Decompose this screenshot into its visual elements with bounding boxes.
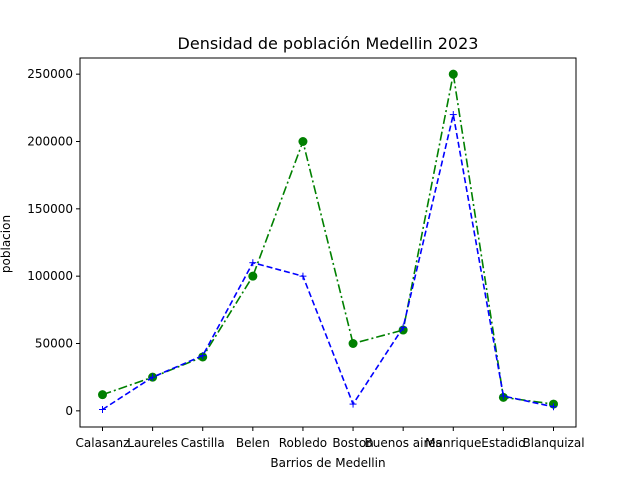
data-point-blue	[99, 405, 106, 413]
x-axis-label: Barrios de Medellin	[270, 456, 385, 470]
data-point-blue	[249, 259, 257, 267]
x-tick-label: Castilla	[181, 436, 225, 450]
x-tick-label: Manrique	[425, 436, 481, 450]
y-tick-label: 200000	[27, 134, 73, 148]
y-tick-label: 0	[65, 404, 73, 418]
data-point-blue	[199, 352, 207, 360]
data-point-blue	[399, 323, 407, 331]
axes-frame	[79, 57, 577, 428]
data-point-green	[448, 69, 458, 79]
x-tick-label: Robledo	[279, 436, 327, 450]
x-tick-label: Belen	[236, 436, 270, 450]
x-tick-label: Blanquizal	[522, 436, 584, 450]
y-axis-label: poblacion	[0, 215, 13, 273]
data-point-green	[348, 339, 358, 349]
y-tick-label: 250000	[27, 67, 73, 81]
y-tick-label: 100000	[27, 269, 73, 283]
data-point-blue	[349, 400, 357, 408]
y-tick-label: 50000	[35, 337, 73, 351]
chart-title: Densidad de población Medellin 2023	[178, 34, 479, 53]
data-point-blue	[299, 272, 307, 280]
y-tick-label: 150000	[27, 202, 73, 216]
data-point-green	[98, 390, 107, 400]
data-point-blue	[550, 403, 557, 411]
x-tick-label: Estadio	[481, 436, 525, 450]
data-point-green	[248, 271, 258, 281]
x-tick-label: Buenos aires	[365, 436, 442, 450]
x-tick-label: Boston	[332, 436, 373, 450]
series-line-blue	[102, 114, 554, 411]
data-point-blue	[149, 373, 157, 381]
data-point-green	[298, 136, 308, 146]
x-tick-label: Laureles	[127, 436, 178, 450]
plot-area: 0 50000 100000 150000 200000 250000 CalasanzLa…	[27, 57, 585, 450]
data-point-blue	[449, 111, 457, 119]
data-point-blue	[499, 392, 507, 400]
x-tick-label: Calasanz	[76, 436, 130, 450]
